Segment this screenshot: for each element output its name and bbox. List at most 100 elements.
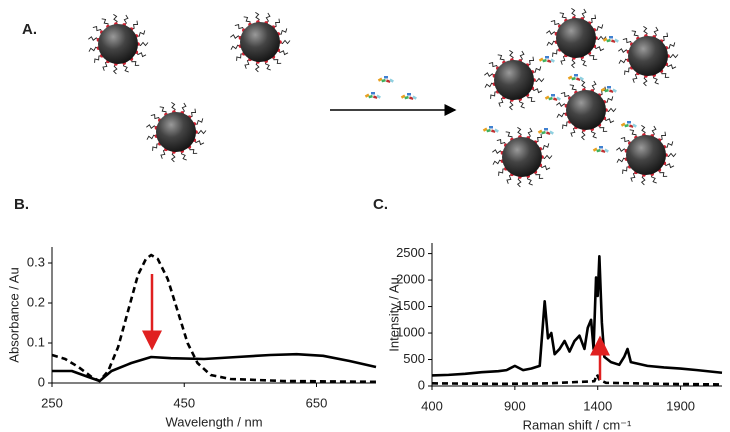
ligand xyxy=(641,124,646,136)
ligand xyxy=(243,16,251,25)
ligand xyxy=(591,128,597,139)
molecule xyxy=(599,146,603,149)
ligand xyxy=(509,49,514,61)
molecule xyxy=(373,95,378,99)
ligand xyxy=(660,70,670,78)
molecule xyxy=(371,92,375,95)
ligand xyxy=(622,38,633,45)
ligand xyxy=(532,66,542,73)
ligand xyxy=(506,173,513,184)
ligand xyxy=(562,121,570,129)
ligand xyxy=(546,30,557,35)
ligand xyxy=(632,72,639,83)
ligand xyxy=(112,63,118,75)
nanoparticle xyxy=(626,135,666,175)
molecule xyxy=(607,86,611,89)
ligand xyxy=(496,139,507,146)
molecule xyxy=(609,36,613,39)
ligand xyxy=(255,11,260,23)
molecule xyxy=(386,79,391,83)
ligand xyxy=(559,12,567,21)
ligand xyxy=(651,173,657,184)
ligand xyxy=(665,152,677,158)
ligand xyxy=(279,39,291,45)
ligand xyxy=(188,146,198,154)
ligand xyxy=(570,126,577,137)
ligand xyxy=(622,166,630,174)
y-tick-label: 2000 xyxy=(396,272,425,287)
ligand xyxy=(492,149,503,154)
ligand xyxy=(181,150,187,161)
molecule xyxy=(545,56,549,59)
ligand xyxy=(658,169,668,177)
ligand xyxy=(230,34,241,39)
molecule xyxy=(494,128,499,133)
ligand xyxy=(593,45,605,52)
ligand xyxy=(490,91,498,99)
ligand xyxy=(230,44,241,50)
ligand xyxy=(588,52,598,60)
ligand xyxy=(195,129,207,135)
molecule xyxy=(364,93,370,98)
ligand xyxy=(497,54,505,63)
ligand xyxy=(130,58,140,66)
ligand xyxy=(616,147,627,152)
molecule xyxy=(389,78,394,83)
ligand xyxy=(160,148,167,159)
nanoparticle xyxy=(494,60,534,100)
molecule xyxy=(596,148,601,153)
ligand xyxy=(546,40,557,46)
x-axis-label: Raman shift / cm⁻¹ xyxy=(523,417,632,432)
ligand xyxy=(630,171,637,182)
y-tick-label: 2500 xyxy=(396,245,425,260)
x-tick-label: 650 xyxy=(306,395,328,410)
ligand xyxy=(604,96,614,103)
ligand xyxy=(631,30,639,39)
molecule xyxy=(537,129,543,134)
ligand xyxy=(589,14,597,24)
molecule xyxy=(376,94,381,99)
ligand xyxy=(659,131,667,141)
ligand xyxy=(265,12,271,24)
ligand xyxy=(535,133,543,143)
x-tick-label: 900 xyxy=(504,398,526,413)
ligand xyxy=(189,108,197,118)
molecule xyxy=(567,75,573,80)
y-tick-label: 0.3 xyxy=(27,254,45,269)
ligand xyxy=(571,7,576,19)
ligand xyxy=(94,55,102,63)
ligand xyxy=(113,13,118,25)
molecule xyxy=(544,95,550,100)
ligand xyxy=(131,20,139,30)
ligand xyxy=(653,74,659,85)
y-tick-label: 0.1 xyxy=(27,334,45,349)
ligand xyxy=(653,26,659,38)
y-tick-label: 1000 xyxy=(396,324,425,339)
panel-label: C. xyxy=(373,196,388,213)
ligand xyxy=(146,134,157,140)
ligand xyxy=(570,57,576,69)
molecule xyxy=(544,128,548,131)
ligand xyxy=(533,77,545,83)
ligand xyxy=(123,14,129,26)
data-line xyxy=(431,254,723,377)
ligand xyxy=(88,46,99,52)
molecule xyxy=(602,37,608,42)
ligand xyxy=(629,129,637,138)
ligand xyxy=(540,143,550,150)
molecule xyxy=(553,97,558,101)
molecule xyxy=(384,76,388,79)
nanoparticle xyxy=(628,36,668,76)
ligand xyxy=(484,72,495,77)
ligand xyxy=(531,87,543,94)
molecule xyxy=(548,96,553,101)
data-line xyxy=(431,373,723,386)
nanoparticle xyxy=(240,22,280,62)
molecule xyxy=(629,124,634,128)
x-tick-label: 450 xyxy=(173,395,195,410)
ligand xyxy=(603,117,615,124)
molecule xyxy=(404,95,409,100)
ligand xyxy=(534,171,544,179)
ligand xyxy=(159,106,167,115)
